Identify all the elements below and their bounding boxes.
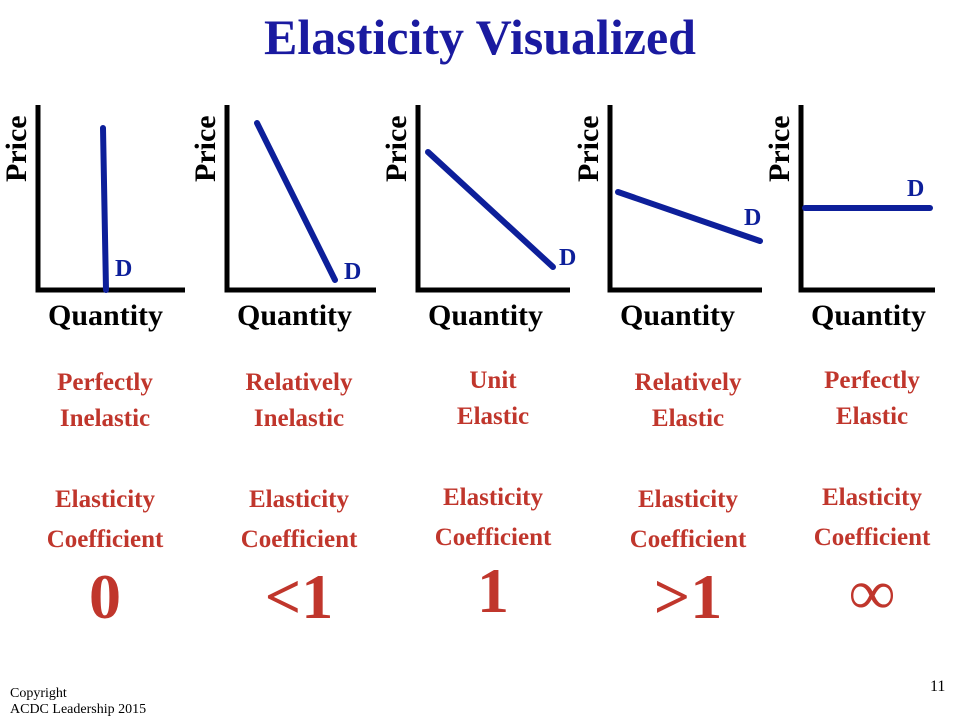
coefficient-heading: Elasticity Coefficient	[209, 480, 389, 560]
graph-axes	[607, 105, 762, 293]
elasticity-type-line1: Unit	[469, 367, 517, 394]
price-axis-label: Price	[380, 115, 413, 182]
coefficient-heading-line2: Coefficient	[46, 526, 164, 553]
graph-perfectly-inelastic: Price Quantity D	[0, 105, 185, 332]
graph-relatively-elastic: Price Quantity D	[572, 105, 763, 332]
elasticity-type-line1: Relatively	[634, 369, 742, 396]
coefficient-heading-line2: Coefficient	[629, 526, 747, 553]
elasticity-type-line2: Elastic	[651, 405, 725, 432]
price-axis-label: Price	[572, 115, 605, 182]
elasticity-type-line1: Perfectly	[824, 367, 920, 394]
coefficient-value: 0	[89, 561, 121, 632]
coefficient-heading-line1: Elasticity	[55, 486, 155, 513]
demand-curve	[425, 149, 556, 270]
coefficient-heading-line2: Coefficient	[240, 526, 358, 553]
elasticity-type-label: Unit Elastic	[403, 363, 583, 435]
elasticity-type-label: Relatively Inelastic	[209, 365, 389, 437]
demand-curve-label: D	[559, 245, 576, 271]
coefficient-heading: Elasticity Coefficient	[598, 480, 778, 560]
elasticity-type-label: Perfectly Inelastic	[15, 365, 195, 437]
demand-curve-label: D	[115, 256, 132, 282]
graph-relatively-inelastic: Price Quantity D	[189, 105, 376, 332]
quantity-axis-label: Quantity	[48, 299, 163, 332]
copyright-line1: Copyright	[10, 686, 67, 701]
elasticity-type-line1: Perfectly	[57, 369, 153, 396]
coefficient-heading: Elasticity Coefficient	[403, 478, 583, 558]
elasticity-type-line2: Elastic	[456, 403, 530, 430]
copyright-line2: ACDC Leadership 2015	[10, 702, 147, 717]
coefficient-value: <1	[264, 561, 334, 632]
quantity-axis-label: Quantity	[620, 299, 735, 332]
demand-curve-label: D	[344, 259, 361, 285]
demand-curve-label: D	[744, 205, 761, 231]
demand-curve	[254, 120, 338, 283]
elasticity-type-line2: Inelastic	[253, 405, 345, 432]
slide-title: Elasticity Visualized	[264, 9, 696, 65]
elasticity-type-label: Perfectly Elastic	[782, 363, 960, 435]
coefficient-value: ∞	[849, 557, 895, 628]
coefficient-heading-line1: Elasticity	[249, 486, 349, 513]
quantity-axis-label: Quantity	[428, 299, 543, 332]
coefficient-value: 1	[477, 555, 509, 626]
coefficient-heading-line2: Coefficient	[813, 524, 931, 551]
demand-curve-label: D	[907, 176, 924, 202]
elasticity-type-line2: Elastic	[835, 403, 909, 430]
coefficient-heading-line1: Elasticity	[822, 484, 922, 511]
graph-perfectly-elastic: Price Quantity D	[763, 105, 935, 332]
quantity-axis-label: Quantity	[237, 299, 352, 332]
price-axis-label: Price	[189, 115, 222, 182]
graph-axes	[415, 105, 570, 293]
page-number: 11	[930, 678, 946, 695]
elasticity-type-line2: Inelastic	[59, 405, 151, 432]
demand-curve	[615, 189, 763, 244]
graph-axes	[224, 105, 376, 293]
copyright-notice: Copyright ACDC Leadership 2015	[10, 686, 146, 718]
demand-curve	[100, 125, 109, 293]
price-axis-label: Price	[763, 115, 796, 182]
graph-axes	[35, 105, 185, 293]
elasticity-type-line1: Relatively	[245, 369, 353, 396]
coefficient-heading: Elasticity Coefficient	[782, 478, 960, 558]
quantity-axis-label: Quantity	[811, 299, 926, 332]
price-axis-label: Price	[0, 115, 33, 182]
coefficient-value: >1	[653, 561, 723, 632]
coefficient-heading: Elasticity Coefficient	[15, 480, 195, 560]
graph-axes	[798, 105, 935, 293]
elasticity-type-label: Relatively Elastic	[598, 365, 778, 437]
coefficient-heading-line2: Coefficient	[434, 524, 552, 551]
graph-unit-elastic: Price Quantity D	[380, 105, 576, 332]
coefficient-heading-line1: Elasticity	[443, 484, 543, 511]
coefficient-heading-line1: Elasticity	[638, 486, 738, 513]
